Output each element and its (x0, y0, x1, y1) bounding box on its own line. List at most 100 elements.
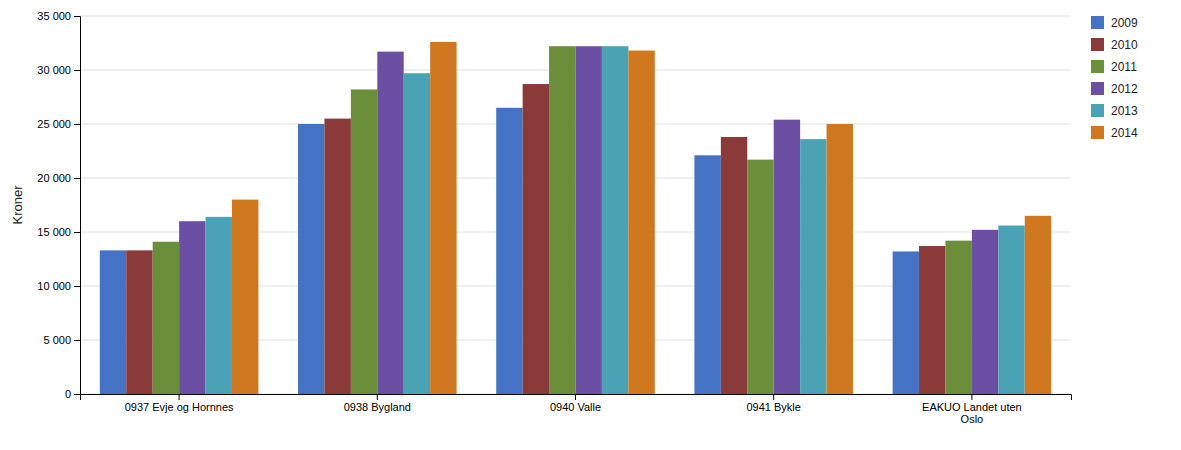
bar-series (153, 46, 972, 394)
bar (100, 250, 126, 394)
legend-item: 2010 (1091, 38, 1138, 52)
y-axis-title: Kroner (10, 185, 25, 225)
x-tick: 0938 Bygland (344, 394, 411, 413)
y-tick-label: 30 000 (37, 64, 71, 76)
bar (404, 73, 430, 394)
y-tick-mark (74, 232, 80, 233)
legend-item: 2014 (1091, 126, 1138, 140)
legend-item: 2011 (1091, 60, 1137, 74)
bar (206, 217, 232, 394)
bars (100, 42, 1051, 394)
y-tick: 5 000 (43, 334, 80, 346)
x-tick-label-line: EAKUO Landet uten (922, 401, 1022, 413)
y-tick-label: 25 000 (37, 118, 71, 130)
legend-swatch (1091, 60, 1104, 73)
y-tick-label: 5 000 (43, 334, 71, 346)
x-tick-mark (377, 394, 378, 400)
bar (232, 200, 258, 394)
bar (523, 84, 549, 394)
bar (747, 160, 773, 394)
y-tick-mark (74, 178, 80, 179)
y-axis: 0 5 000 10 000 15 000 20 000 25 000 30 000 35 0… (37, 10, 80, 400)
grid (80, 16, 1071, 394)
bar (351, 89, 377, 394)
legend-swatch (1091, 38, 1104, 51)
x-axis: 0937 Evje og Hornnes 0938 Bygland 0940 Val… (81, 394, 1072, 425)
plot: 0 5 000 10 000 15 000 20 000 25 000 30 000 35 0… (37, 10, 1071, 425)
bar (549, 46, 575, 394)
x-tick-mark (971, 394, 972, 400)
bar (800, 139, 826, 394)
x-tick-label: 0940 Valle (550, 401, 601, 413)
y-tick: 15 000 (37, 226, 80, 238)
y-tick-label: 15 000 (37, 226, 71, 238)
bar (827, 124, 853, 394)
y-axis-line (74, 17, 81, 395)
y-tick-mark (74, 124, 80, 125)
legend-label: 2013 (1111, 104, 1138, 118)
bar (893, 251, 919, 394)
bar (324, 119, 350, 394)
bar (602, 46, 628, 394)
chart: 0 5 000 10 000 15 000 20 000 25 000 30 000 35 0… (0, 0, 1181, 450)
x-tick: EAKUO Landet utenOslo (922, 394, 1022, 425)
bar (628, 51, 654, 394)
legend-swatch (1091, 104, 1104, 117)
bar-series (206, 46, 1025, 394)
y-tick-mark (74, 394, 80, 395)
bar-series (232, 42, 1051, 394)
x-tick-label: 0938 Bygland (344, 401, 411, 413)
legend-label: 2011 (1111, 60, 1137, 74)
bar-series (100, 108, 919, 394)
legend-swatch (1091, 126, 1104, 139)
y-tick: 20 000 (37, 172, 80, 184)
bar (377, 52, 403, 394)
x-tick-mark (575, 394, 576, 400)
bar (1025, 216, 1051, 394)
x-tick-label-line: Oslo (961, 413, 984, 425)
legend-label: 2012 (1111, 82, 1138, 96)
x-tick-label-line: 0938 Bygland (344, 401, 411, 413)
bar (919, 246, 945, 394)
bar (694, 155, 720, 394)
legend-label: 2009 (1111, 16, 1138, 30)
x-tick: 0941 Bykle (746, 394, 800, 413)
y-tick: 25 000 (37, 118, 80, 130)
x-tick-label-line: 0941 Bykle (746, 401, 800, 413)
legend-item: 2013 (1091, 104, 1138, 118)
bar (179, 221, 205, 394)
y-tick-mark (74, 16, 80, 17)
bar (998, 226, 1024, 394)
y-tick-mark (74, 70, 80, 71)
grid-line (80, 16, 1071, 17)
y-tick: 0 (65, 388, 80, 400)
y-tick-label: 0 (65, 388, 71, 400)
x-tick: 0940 Valle (550, 394, 601, 413)
x-tick-label: EAKUO Landet utenOslo (922, 401, 1022, 426)
x-tick: 0937 Evje og Hornnes (125, 394, 234, 413)
legend-swatch (1091, 16, 1104, 29)
bar (945, 241, 971, 394)
bar (721, 137, 747, 394)
y-tick: 35 000 (37, 10, 80, 22)
bar (576, 46, 602, 394)
x-tick-label: 0937 Evje og Hornnes (125, 401, 234, 413)
x-tick-label-line: 0937 Evje og Hornnes (125, 401, 234, 413)
y-tick-mark (74, 286, 80, 287)
legend-label: 2014 (1111, 126, 1138, 140)
legend-label: 2010 (1111, 38, 1138, 52)
bar-series (179, 46, 998, 394)
bar (126, 250, 152, 394)
bar (972, 230, 998, 394)
legend-item: 2012 (1091, 82, 1138, 96)
x-tick-label: 0941 Bykle (746, 401, 800, 413)
bar (153, 242, 179, 394)
y-tick-label: 10 000 (37, 280, 71, 292)
y-tick-mark (74, 340, 80, 341)
bar (430, 42, 456, 394)
bar (774, 120, 800, 394)
legend: 2009 2010 2011 2012 2013 2014 (1091, 16, 1138, 140)
bar-series (126, 84, 945, 394)
x-tick-mark (179, 394, 180, 400)
y-tick-label: 20 000 (37, 172, 71, 184)
